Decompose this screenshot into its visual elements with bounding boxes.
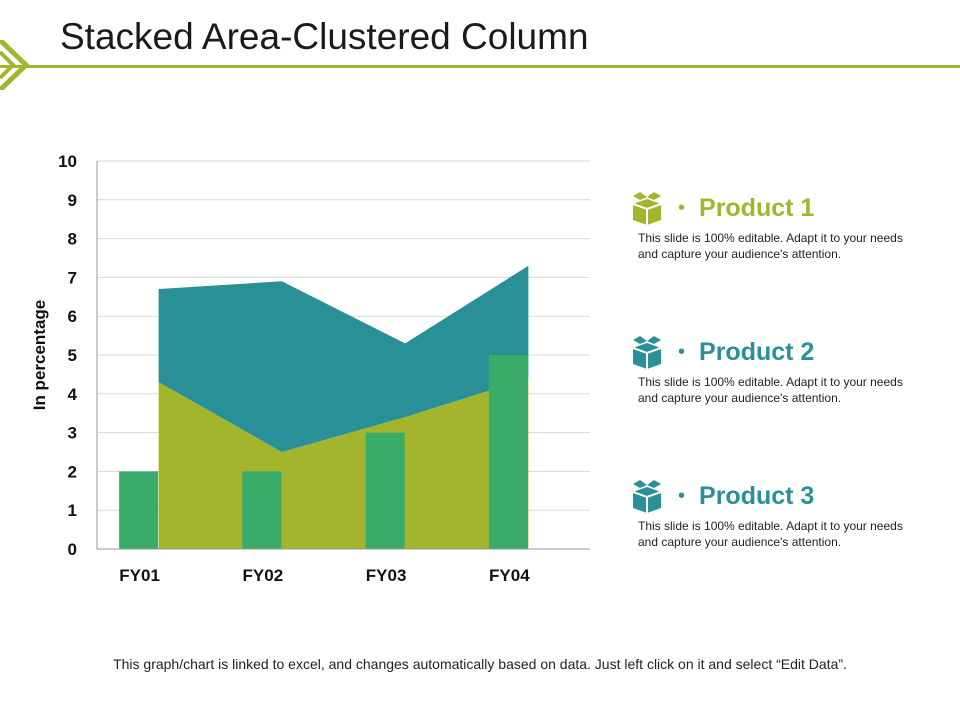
column-bar — [488, 355, 528, 549]
legend-description: This slide is 100% editable. Adapt it to… — [638, 231, 903, 261]
y-tick-label: 2 — [68, 462, 77, 481]
legend-item-1: • Product 1 This slide is 100% editable.… — [630, 190, 950, 262]
legend-name: Product 3 — [699, 481, 815, 510]
y-tick-label: 0 — [68, 540, 77, 559]
legend-item-3: • Product 3 This slide is 100% editable.… — [630, 478, 950, 550]
column-bar — [119, 471, 159, 549]
legend-name: Product 1 — [699, 193, 815, 222]
legend-bullet: • — [678, 485, 686, 507]
y-tick-label: 8 — [68, 230, 77, 249]
x-tick-label: FY03 — [366, 566, 407, 585]
box-icon — [632, 480, 662, 513]
y-tick-label: 3 — [68, 424, 77, 443]
box-icon — [632, 336, 662, 369]
y-axis-label: In percentage — [30, 299, 49, 411]
chevron-right-icon — [0, 40, 30, 90]
legend-description: This slide is 100% editable. Adapt it to… — [638, 375, 903, 405]
y-tick-label: 1 — [68, 501, 77, 520]
y-tick-label: 9 — [68, 191, 77, 210]
legend-description: This slide is 100% editable. Adapt it to… — [638, 519, 903, 549]
x-tick-label: FY01 — [119, 566, 160, 585]
legend-bullet: • — [678, 197, 686, 219]
title-divider — [0, 65, 960, 68]
y-tick-label: 7 — [68, 268, 77, 287]
x-tick-label: FY04 — [489, 566, 530, 585]
column-bar — [242, 471, 282, 549]
y-tick-label: 5 — [68, 346, 77, 365]
footnote: This graph/chart is linked to excel, and… — [113, 656, 847, 672]
page-title: Stacked Area-Clustered Column — [60, 16, 589, 57]
y-tick-label: 4 — [68, 385, 78, 404]
box-icon — [632, 192, 662, 225]
legend-name: Product 2 — [699, 337, 815, 366]
legend-bullet: • — [678, 341, 686, 363]
y-tick-label: 6 — [68, 307, 77, 326]
legend-item-2: • Product 2 This slide is 100% editable.… — [630, 334, 950, 406]
x-tick-label: FY02 — [243, 566, 284, 585]
column-bar — [365, 432, 405, 549]
y-tick-label: 10 — [58, 152, 77, 171]
area-series-2 — [158, 265, 529, 452]
